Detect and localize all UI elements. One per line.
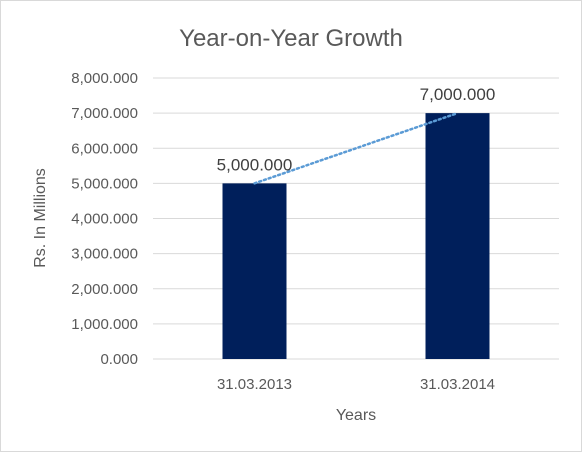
y-tick-label: 4,000.000 — [71, 211, 138, 228]
x-axis-ticks: 31.03.2013 31.03.2014 — [217, 376, 495, 393]
y-tick-label: 8,000.000 — [71, 70, 138, 87]
x-axis-title: Years — [336, 407, 376, 424]
y-axis-ticks: 0.000 1,000.000 2,000.000 3,000.000 4,000.00… — [71, 70, 138, 368]
gridlines — [153, 77, 559, 360]
data-label: 5,000.000 — [217, 155, 293, 174]
y-tick-label: 1,000.000 — [71, 316, 138, 333]
data-labels: 5,000.000 7,000.000 — [217, 85, 496, 174]
y-tick-label: 5,000.000 — [71, 175, 138, 192]
bars — [222, 113, 490, 359]
y-tick-label: 6,000.000 — [71, 140, 138, 157]
y-tick-label: 0.000 — [100, 351, 138, 368]
data-label: 7,000.000 — [420, 85, 496, 104]
trendline-path — [253, 111, 459, 185]
bar — [425, 113, 490, 359]
y-tick-label: 2,000.000 — [71, 281, 138, 298]
y-tick-label: 3,000.000 — [71, 246, 138, 263]
chart-title: Year-on-Year Growth — [179, 25, 403, 52]
y-tick-label: 7,000.000 — [71, 105, 138, 122]
x-tick-label: 31.03.2013 — [217, 376, 292, 393]
x-tick-label: 31.03.2014 — [420, 376, 495, 393]
y-axis-title: Rs. In Millions — [32, 168, 49, 268]
trendline — [253, 111, 459, 185]
bar — [222, 183, 287, 359]
